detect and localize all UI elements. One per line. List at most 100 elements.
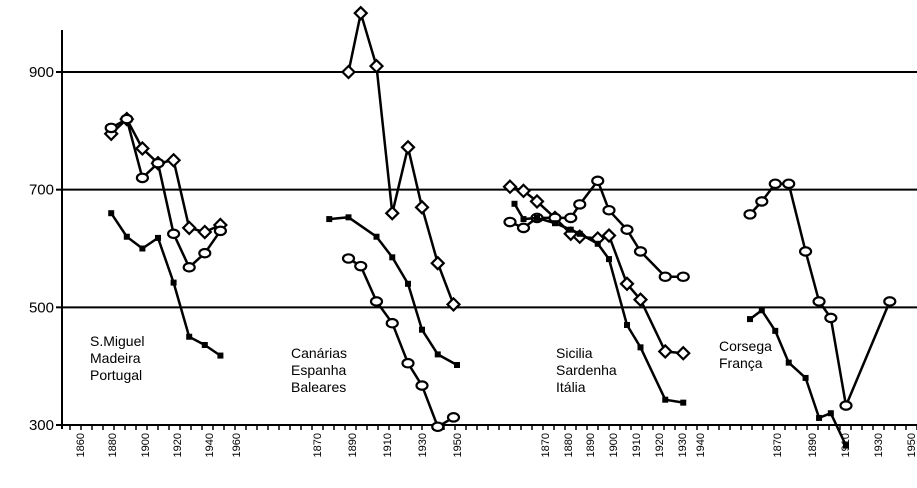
y-tick-label: 700 <box>29 182 54 199</box>
square-marker <box>326 216 333 223</box>
square-marker <box>405 280 411 287</box>
series-line-diamond <box>347 11 455 305</box>
diamond-marker <box>632 292 649 308</box>
diamond-marker <box>529 193 545 209</box>
series-line-circle <box>110 117 222 269</box>
x-tick-label: 1900 <box>608 433 620 457</box>
square-marker <box>454 361 460 368</box>
x-tick-label: 1940 <box>695 433 707 457</box>
circle-marker <box>564 212 578 224</box>
group-label: Portugal <box>90 367 142 383</box>
circle-marker <box>768 178 782 190</box>
diamond-marker <box>657 343 673 360</box>
series-line-circle <box>749 182 891 407</box>
group-label: Baleares <box>291 379 346 395</box>
diamond-marker <box>400 139 416 155</box>
x-tick-label: 1930 <box>677 433 689 457</box>
square-marker <box>594 240 601 247</box>
diamond-marker <box>384 205 400 221</box>
circle-marker <box>120 113 134 125</box>
circle-marker <box>503 216 517 228</box>
square-marker <box>843 442 849 449</box>
x-tick-label: 1860 <box>75 433 87 457</box>
diamond-marker <box>430 255 446 271</box>
y-tick-label: 900 <box>29 64 54 81</box>
square-marker <box>123 233 130 240</box>
circle-marker <box>591 175 605 187</box>
square-marker <box>606 256 612 263</box>
square-marker <box>389 254 396 261</box>
circle-marker <box>633 246 648 257</box>
square-marker <box>217 352 224 359</box>
x-tick-label: 1900 <box>140 433 152 457</box>
square-marker <box>624 321 630 328</box>
diamond-marker <box>197 224 213 240</box>
square-marker <box>680 399 687 406</box>
circle-marker <box>415 380 429 391</box>
square-marker <box>772 327 779 334</box>
square-marker <box>576 230 583 237</box>
circle-marker <box>431 421 445 433</box>
diamond-marker <box>181 220 197 236</box>
circle-marker <box>812 296 826 307</box>
x-tick-label: 1950 <box>906 433 917 457</box>
x-tick-label: 1890 <box>585 433 597 457</box>
circle-marker <box>755 196 769 207</box>
circle-marker <box>401 357 415 369</box>
series-line-circle <box>347 257 455 429</box>
circle-marker <box>341 253 356 264</box>
square-marker <box>802 374 809 381</box>
x-tick-label: 1890 <box>807 433 819 457</box>
group-label: França <box>719 355 763 371</box>
x-tick-label: 1890 <box>347 433 359 457</box>
y-axis: 300 500 700 900 <box>29 30 63 434</box>
circle-marker <box>798 246 813 257</box>
square-marker <box>373 233 380 240</box>
square-marker <box>747 316 753 323</box>
series-line-square <box>329 216 458 367</box>
circle-marker <box>104 122 118 134</box>
x-tick-label: 1930 <box>417 433 429 457</box>
circle-marker <box>743 209 757 220</box>
x-tick-label: 1870 <box>772 433 784 457</box>
circle-marker <box>782 178 796 190</box>
diamond-marker <box>414 199 430 215</box>
x-tick-label: 1930 <box>873 433 885 457</box>
circle-marker <box>213 225 227 237</box>
circle-marker <box>602 204 616 216</box>
circle-marker <box>516 222 531 234</box>
circle-marker <box>883 296 897 307</box>
diamond-marker <box>445 296 462 312</box>
square-marker <box>419 326 425 333</box>
diamond-marker <box>515 183 532 199</box>
circle-marker <box>385 317 399 329</box>
y-tick-label: 500 <box>29 299 54 316</box>
square-marker <box>552 220 558 227</box>
x-tick-label: 1950 <box>452 433 464 457</box>
x-tick-label: 1870 <box>540 433 552 457</box>
group-label: Sardenha <box>556 362 617 378</box>
x-tick-label: 1880 <box>107 433 119 457</box>
group-label: Corsega <box>719 338 772 354</box>
x-tick-label: 1870 <box>312 433 324 457</box>
circle-marker <box>620 224 634 235</box>
square-marker <box>108 210 115 217</box>
diamond-marker <box>353 5 369 21</box>
circle-marker <box>151 157 165 169</box>
group-label: Madeira <box>90 350 141 366</box>
square-marker <box>567 226 574 233</box>
square-marker <box>170 279 177 286</box>
square-marker <box>758 307 765 314</box>
square-marker <box>511 200 518 207</box>
square-marker <box>827 410 834 417</box>
circle-marker <box>182 262 196 273</box>
series-layer <box>103 5 897 449</box>
circle-marker <box>354 260 368 272</box>
circle-marker <box>198 247 212 259</box>
circle-marker <box>167 228 181 240</box>
square-marker <box>785 359 792 366</box>
diamond-marker <box>166 152 182 168</box>
circle-marker <box>446 412 461 423</box>
x-tick-label: 1940 <box>204 433 216 457</box>
